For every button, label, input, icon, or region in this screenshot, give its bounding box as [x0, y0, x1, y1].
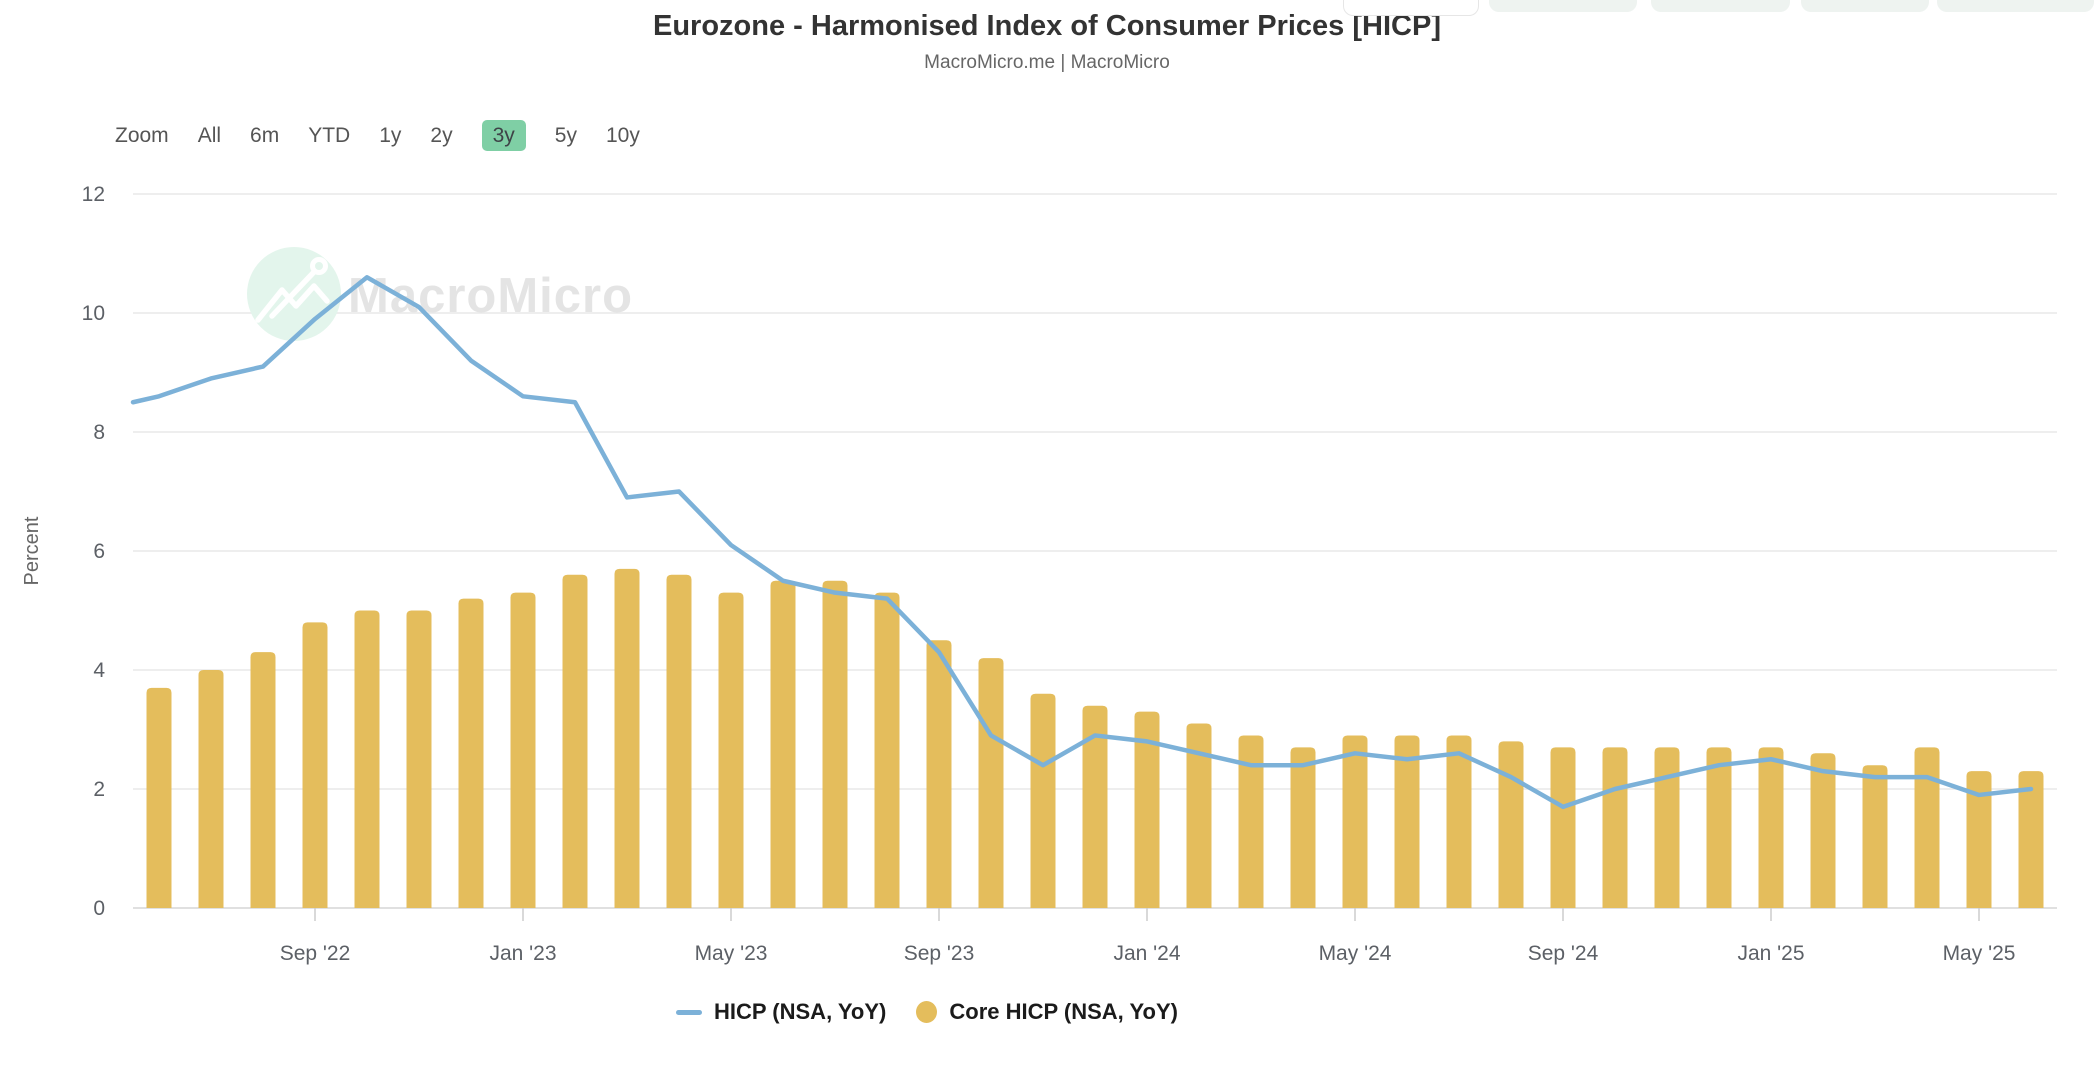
core-hicp-bar[interactable]: [1030, 693, 1056, 908]
legend-item-core-hicp[interactable]: Core HICP (NSA, YoY): [916, 999, 1178, 1025]
legend-item-hicp[interactable]: HICP (NSA, YoY): [676, 999, 886, 1025]
y-axis-tick-label: 12: [82, 183, 105, 206]
cut-off-button[interactable]: [1937, 0, 2094, 12]
cut-off-button[interactable]: [1489, 0, 1637, 12]
core-hicp-bar[interactable]: [1862, 765, 1888, 908]
range-button-2y[interactable]: 2y: [430, 124, 453, 147]
range-button-3y[interactable]: 3y: [481, 120, 526, 151]
y-axis-title: Percent: [21, 516, 43, 585]
core-hicp-bar[interactable]: [1758, 747, 1784, 908]
x-axis-tick-label: Jan '23: [489, 942, 556, 965]
x-axis-tick-label: Sep '22: [280, 942, 351, 965]
core-hicp-bar[interactable]: [1134, 711, 1160, 908]
core-hicp-bar[interactable]: [1446, 735, 1472, 908]
core-hicp-bar[interactable]: [718, 592, 744, 908]
core-hicp-bar[interactable]: [1602, 747, 1628, 908]
x-axis-tick-label: May '25: [1943, 942, 2016, 965]
y-axis-tick-label: 10: [82, 302, 105, 325]
x-axis-tick-label: May '24: [1319, 942, 1392, 965]
core-hicp-bar[interactable]: [1082, 705, 1108, 908]
core-hicp-bar[interactable]: [510, 592, 536, 908]
core-hicp-bar[interactable]: [2018, 771, 2044, 908]
y-axis-tick-label: 2: [93, 778, 105, 801]
cut-off-button[interactable]: [1343, 0, 1479, 16]
core-hicp-bar[interactable]: [666, 574, 692, 908]
core-hicp-bar[interactable]: [1810, 753, 1836, 908]
chart-source-subtitle: MacroMicro.me | MacroMicro: [924, 52, 1170, 73]
range-button-10y[interactable]: 10y: [605, 124, 640, 147]
range-button-all[interactable]: All: [197, 124, 222, 147]
legend-label: Core HICP (NSA, YoY): [949, 999, 1178, 1024]
core-hicp-bar[interactable]: [146, 687, 172, 908]
core-hicp-bar[interactable]: [926, 640, 952, 908]
chart-legend: HICP (NSA, YoY) Core HICP (NSA, YoY): [0, 999, 1974, 1025]
cut-off-button[interactable]: [1801, 0, 1929, 12]
core-hicp-bar[interactable]: [1394, 735, 1420, 908]
core-hicp-bar[interactable]: [770, 580, 796, 908]
core-hicp-bar[interactable]: [1290, 747, 1316, 908]
core-hicp-bar[interactable]: [1550, 747, 1576, 908]
cut-off-button[interactable]: [1651, 0, 1790, 12]
core-hicp-bar[interactable]: [302, 622, 328, 908]
y-axis-tick-label: 6: [93, 540, 105, 563]
core-hicp-bar[interactable]: [198, 670, 224, 908]
y-axis-tick-label: 4: [93, 659, 105, 682]
x-axis-tick-label: May '23: [695, 942, 768, 965]
core-hicp-bar[interactable]: [458, 598, 484, 908]
core-hicp-bar[interactable]: [406, 610, 432, 909]
y-axis-tick-label: 0: [93, 897, 105, 920]
y-axis-tick-label: 8: [93, 421, 105, 444]
range-toolbar: Zoom All 6m YTD 1y 2y 3y 5y 10y: [115, 120, 640, 151]
x-axis-tick-label: Jan '25: [1737, 942, 1804, 965]
core-hicp-bar[interactable]: [614, 568, 640, 908]
core-hicp-bar[interactable]: [1238, 735, 1264, 908]
core-hicp-bar[interactable]: [1966, 771, 1992, 908]
core-hicp-bar[interactable]: [1706, 747, 1732, 908]
legend-label: HICP (NSA, YoY): [714, 999, 887, 1024]
range-button-1y[interactable]: 1y: [379, 124, 402, 147]
x-axis-tick-label: Sep '24: [1528, 942, 1599, 965]
core-hicp-bar[interactable]: [822, 580, 848, 908]
bar-series-marker-icon: [916, 1001, 938, 1023]
page-title: Eurozone - Harmonised Index of Consumer …: [653, 10, 1441, 42]
core-hicp-bar[interactable]: [1914, 747, 1940, 908]
line-series-marker-icon: [676, 1009, 703, 1015]
range-button-6m[interactable]: 6m: [250, 124, 280, 147]
core-hicp-bar[interactable]: [1186, 723, 1212, 908]
core-hicp-bar[interactable]: [1342, 735, 1368, 908]
core-hicp-bar[interactable]: [354, 610, 380, 909]
core-hicp-bar[interactable]: [874, 592, 900, 908]
core-hicp-bar[interactable]: [978, 658, 1004, 908]
hicp-line-series[interactable]: [130, 275, 2034, 810]
svg-text:MacroMicro: MacroMicro: [348, 269, 633, 323]
zoom-label: Zoom: [115, 123, 169, 147]
range-button-ytd[interactable]: YTD: [308, 124, 351, 147]
core-hicp-bar[interactable]: [562, 574, 588, 908]
core-hicp-bar[interactable]: [1498, 741, 1524, 908]
core-hicp-bar[interactable]: [1654, 747, 1680, 908]
core-hicp-bar[interactable]: [250, 652, 276, 908]
range-button-5y[interactable]: 5y: [554, 124, 577, 147]
x-axis-tick-label: Jan '24: [1113, 942, 1180, 965]
x-axis-tick-label: Sep '23: [904, 942, 975, 965]
